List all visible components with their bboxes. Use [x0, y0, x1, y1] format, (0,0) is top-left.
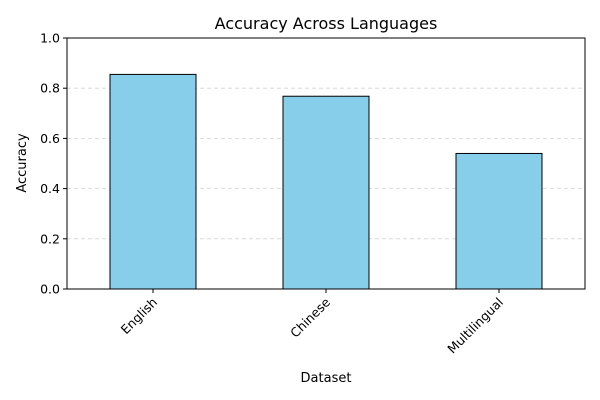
y-axis-ticks: 0.0 0.2 0.4 0.6 0.8 1.0 — [40, 31, 67, 297]
bar-english — [109, 73, 197, 290]
y-tick-label: 0.2 — [40, 231, 60, 246]
x-axis-label: Dataset — [301, 371, 352, 386]
bar-chinese — [282, 95, 370, 290]
y-tick-label: 1.0 — [40, 31, 60, 46]
y-tick-label: 0.8 — [40, 81, 60, 96]
chart-title: Accuracy Across Languages — [215, 14, 438, 33]
bars — [109, 73, 543, 290]
y-axis-label: Accuracy — [15, 133, 30, 193]
bar-multilingual — [455, 152, 543, 290]
y-tick-label: 0.6 — [40, 131, 60, 146]
y-tick-label: 0.4 — [40, 181, 60, 196]
y-tick-label: 0.0 — [40, 282, 60, 297]
